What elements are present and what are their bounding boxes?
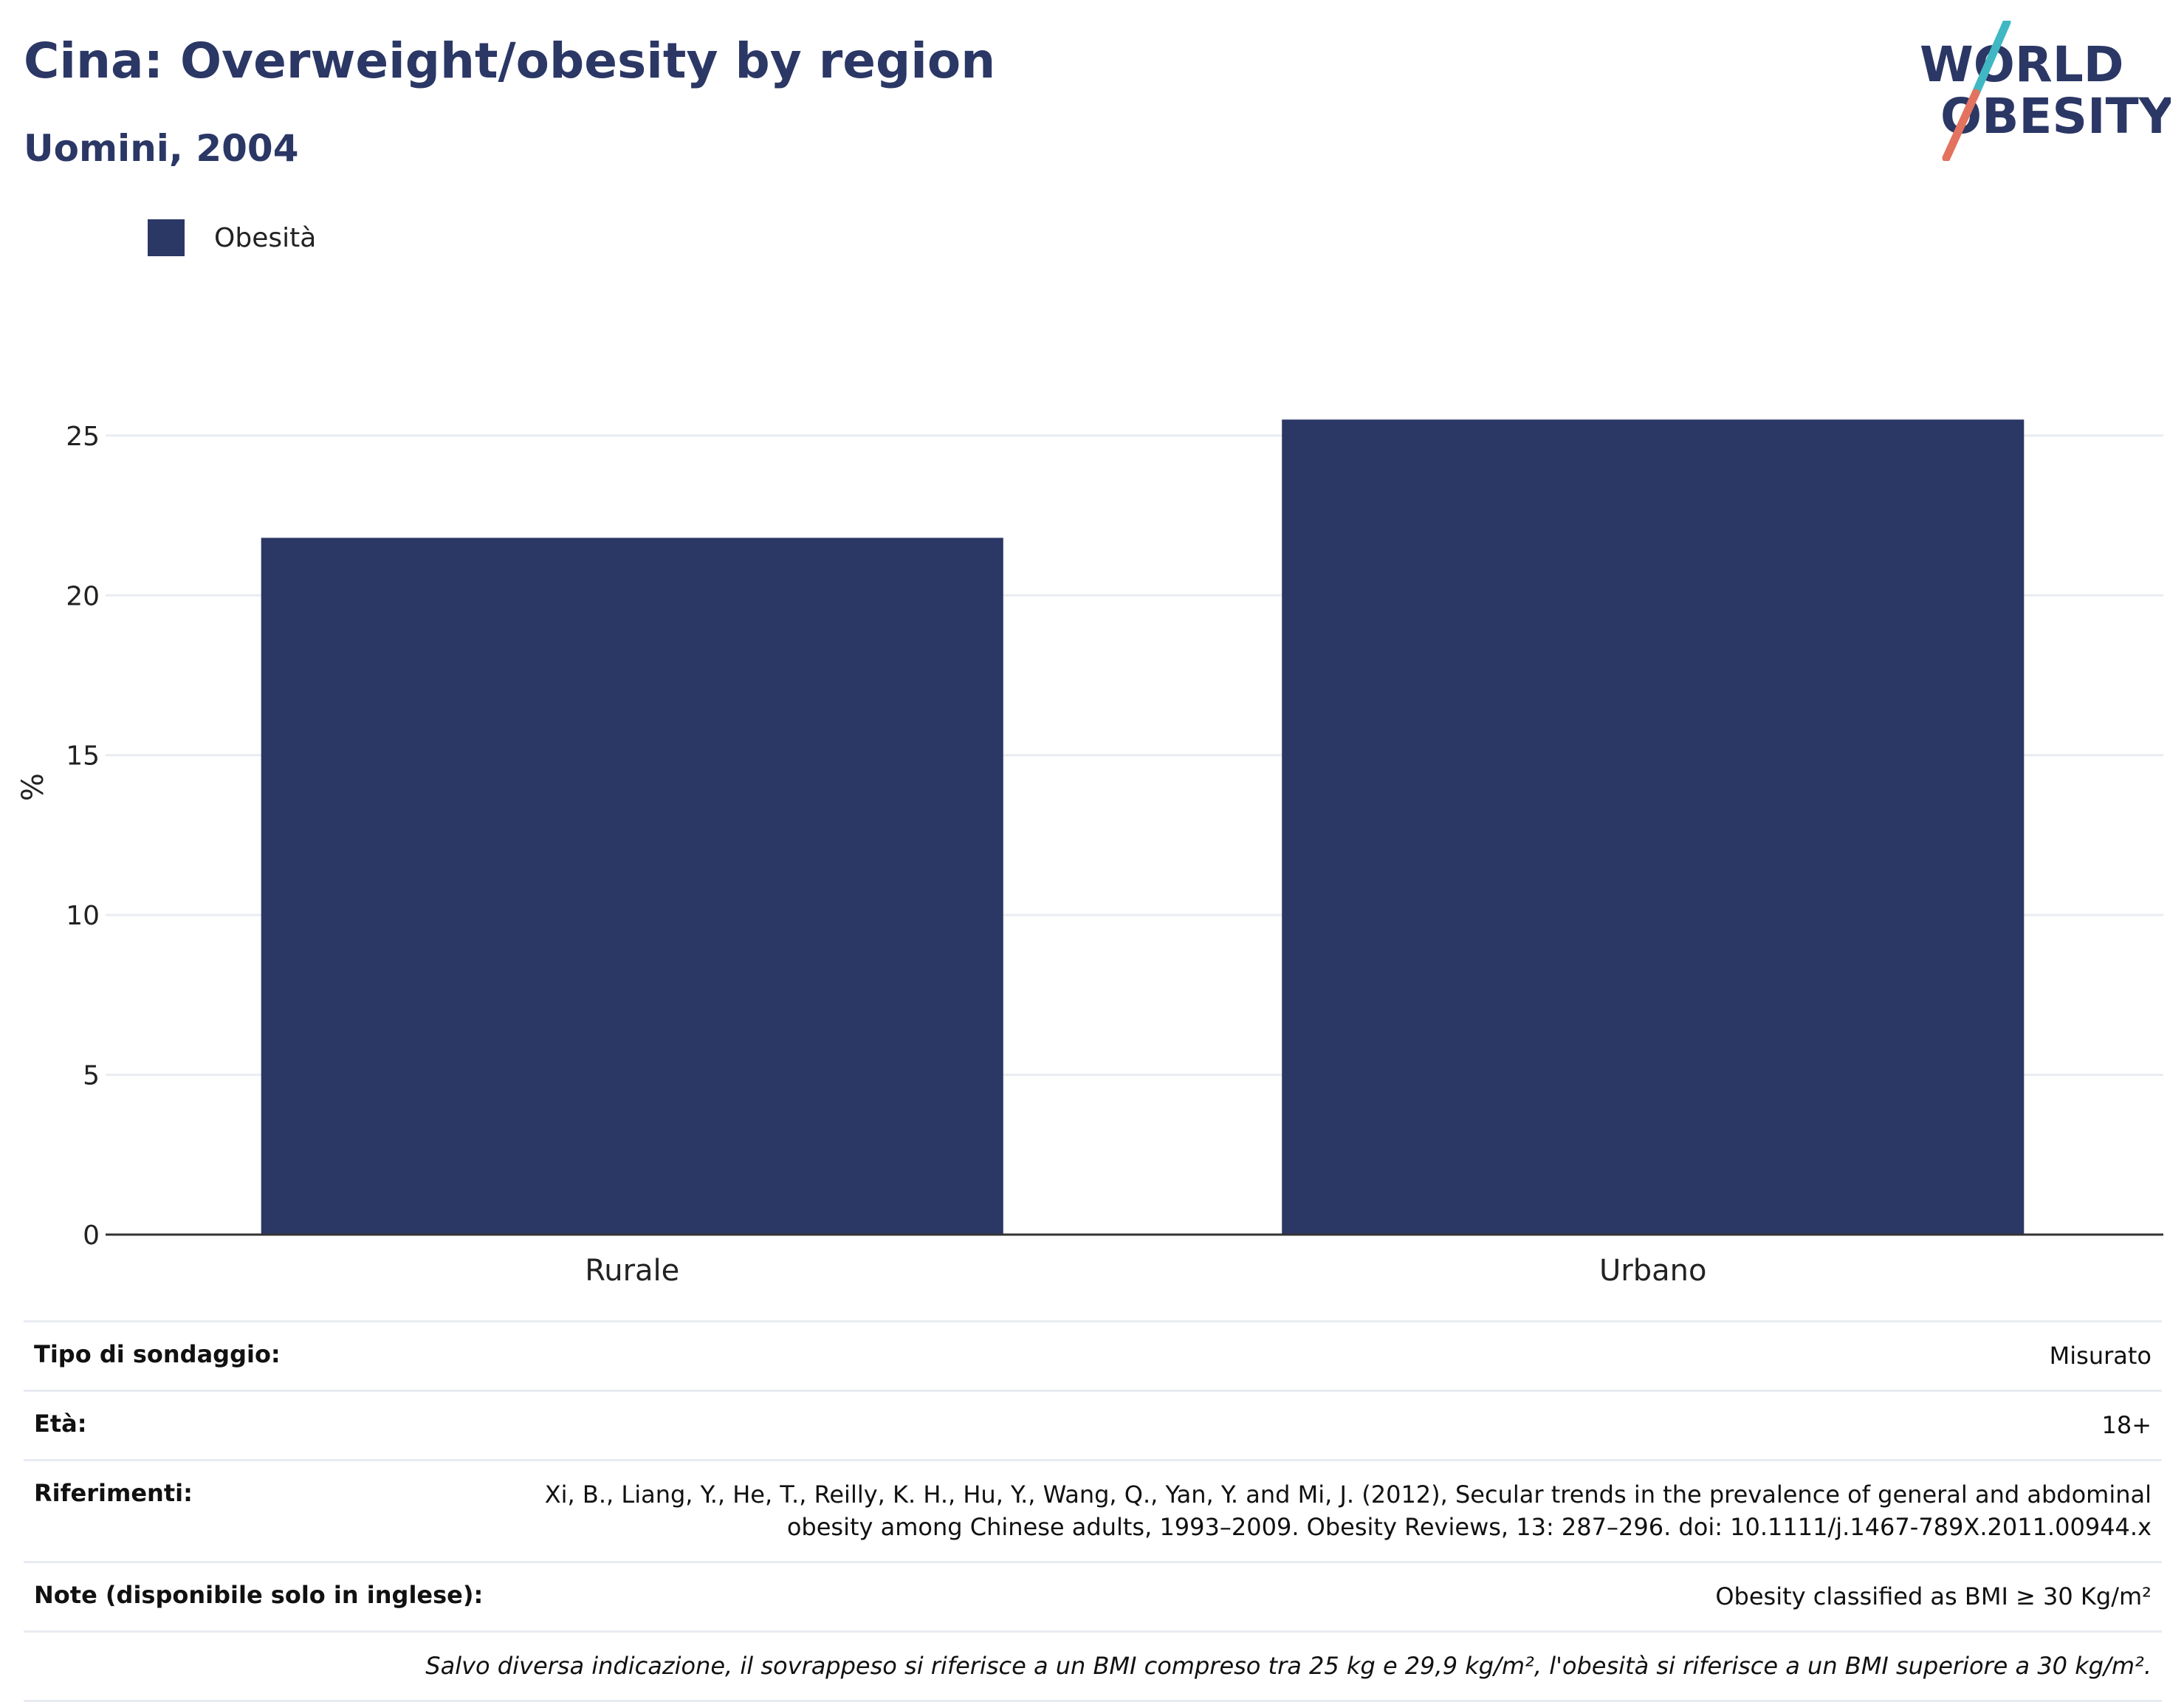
y-tick-label: 10 [66, 901, 100, 931]
bar-rurale[interactable] [261, 538, 1003, 1235]
x-tick-label: Rurale [585, 1254, 679, 1288]
footnote: Salvo diversa indicazione, il sovrappeso… [425, 1651, 2152, 1680]
legend-label: Obesità [214, 222, 317, 253]
bar-urbano[interactable] [1282, 419, 2025, 1235]
logo-text-world: WORLD [1920, 36, 2124, 93]
x-tick-labels: Rurale Urbano [585, 1254, 1706, 1288]
y-tick-label: 25 [66, 422, 100, 452]
info-row-survey-type: Tipo di sondaggio: Misurato [24, 1320, 2162, 1390]
logo-slash-teal [1971, 21, 2011, 97]
y-tick-labels: 0 5 10 15 20 25 [66, 422, 100, 1251]
references-line-2: obesity among Chinese adults, 1993–2009.… [786, 1512, 2152, 1541]
logo-text-obesity: OBESITY [1940, 88, 2171, 145]
references-value: Xi, B., Liang, Y., He, T., Reilly, K. H.… [545, 1479, 2152, 1543]
legend-swatch [148, 219, 185, 256]
y-tick-label: 15 [66, 741, 100, 772]
notes-label: Note (disponibile solo in inglese): [34, 1580, 484, 1609]
x-tick-label: Urbano [1599, 1254, 1706, 1288]
logo-slash-coral [1942, 89, 1980, 161]
bar-chart: 0 5 10 15 20 25 Rurale Urbano % [16, 419, 2163, 1288]
legend[interactable]: Obesità [148, 219, 316, 257]
references-line-1: Xi, B., Liang, Y., He, T., Reilly, K. H.… [544, 1480, 2152, 1509]
survey-type-value: Misurato [2049, 1342, 2152, 1370]
y-tick-label: 5 [83, 1061, 100, 1091]
y-tick-label: 20 [66, 581, 100, 611]
references-label: Riferimenti: [34, 1479, 193, 1508]
survey-type-label: Tipo di sondaggio: [34, 1340, 281, 1368]
info-row-notes: Note (disponibile solo in inglese): Obes… [24, 1560, 2162, 1630]
chart-title: Cina: Overweight/obesity by region [24, 32, 996, 89]
info-row-age: Età: 18+ [24, 1390, 2162, 1459]
age-label: Età: [34, 1410, 87, 1438]
notes-value: Obesity classified as BMI ≥ 30 Kg/m² [1715, 1582, 2152, 1610]
info-table: Tipo di sondaggio: Misurato Età: 18+ Rif… [24, 1320, 2162, 1702]
world-obesity-logo: WORLD OBESITY [1920, 21, 2171, 161]
bars [261, 419, 2025, 1235]
y-tick-label: 0 [83, 1221, 100, 1251]
info-row-footnote: Salvo diversa indicazione, il sovrappeso… [24, 1630, 2162, 1702]
age-value: 18+ [2101, 1411, 2152, 1440]
chart-subtitle: Uomini, 2004 [24, 127, 299, 170]
info-row-references: Riferimenti: Xi, B., Liang, Y., He, T., … [24, 1459, 2162, 1560]
y-axis-label: % [16, 773, 50, 801]
